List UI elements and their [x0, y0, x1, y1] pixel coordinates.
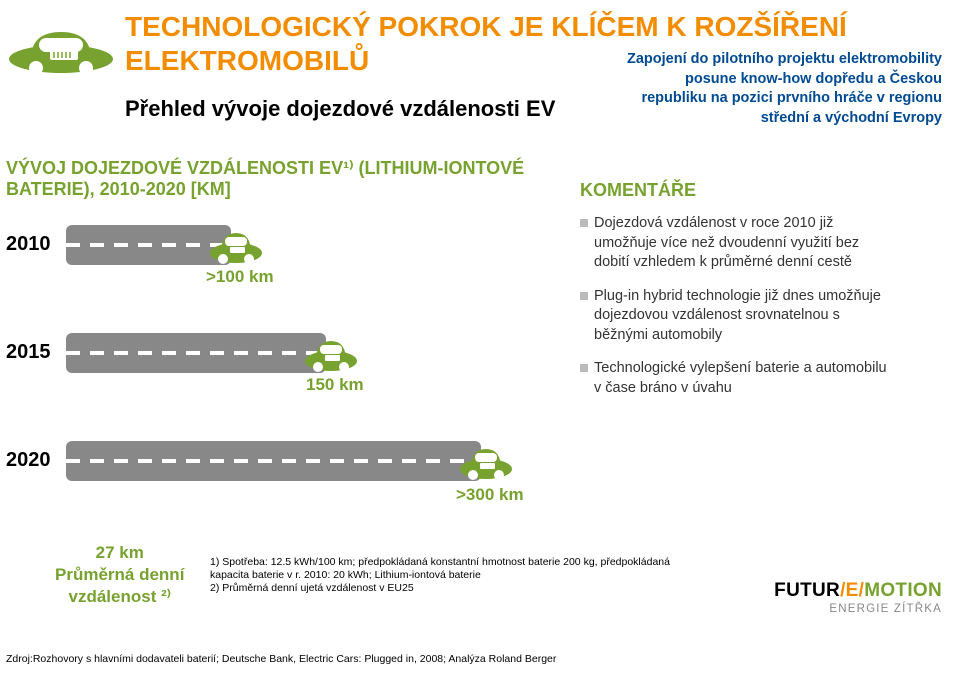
year-label: 2020: [6, 449, 51, 472]
road-bar: [66, 441, 481, 481]
road-bar: [66, 333, 326, 373]
brand-word: /E/: [840, 580, 864, 601]
section-header-line: VÝVOJ DOJEZDOVÉ VZDÁLENOSTI EV¹⁾ (LITHIU…: [6, 158, 524, 178]
range-chart: 2010 >100 km 2015 150 km: [6, 215, 546, 495]
year-label: 2010: [6, 233, 51, 256]
chart-row: 2010 >100 km: [6, 215, 546, 279]
ev-car-large-icon: [6, 14, 116, 81]
chart-row: 2015 150 km: [6, 323, 546, 387]
comments-list: Dojezdová vzdálenost v roce 2010 již umo…: [580, 214, 895, 413]
section-header-line: BATERIE), 2010-2020 [KM]: [6, 179, 231, 199]
footnotes: 1) Spotřeba: 12.5 kWh/100 km; předpoklád…: [210, 556, 710, 595]
ev-car-small-icon: [208, 219, 264, 270]
comment-item: Dojezdová vzdálenost v roce 2010 již umo…: [580, 214, 895, 273]
brand-word: FUTUR: [774, 580, 840, 601]
comment-item: Plug-in hybrid technologie již dnes umož…: [580, 287, 895, 346]
road-bar: [66, 225, 231, 265]
ev-car-small-icon: [458, 435, 514, 486]
km-label: >300 km: [456, 485, 524, 505]
ev-car-small-icon: [303, 327, 359, 378]
km-label: >100 km: [206, 267, 274, 287]
page-subtitle: Přehled vývoje dojezdové vzdálenosti EV: [125, 96, 555, 122]
avg-note-line: vzdálenost ²⁾: [69, 587, 171, 606]
avg-note-line: Průměrná denní: [55, 565, 184, 584]
section-header: VÝVOJ DOJEZDOVÉ VZDÁLENOSTI EV¹⁾ (LITHIU…: [6, 158, 524, 200]
chart-row: 2020 >300 km: [6, 431, 546, 495]
footnote-line: 2) Průměrná denní ujetá vzdálenost v EU2…: [210, 582, 710, 595]
top-right-note: Zapojení do pilotního projektu elektromo…: [627, 50, 942, 128]
footnote-line: 1) Spotřeba: 12.5 kWh/100 km; předpoklád…: [210, 556, 710, 582]
comment-item: Technologické vylepšení baterie a automo…: [580, 359, 895, 398]
brand-word: MOTION: [864, 580, 942, 601]
source-line: Zdroj:Rozhovory s hlavními dodavateli ba…: [6, 653, 556, 665]
brand-logo: FUTUR/E/MOTION ENERGIE ZÍTŘKA: [774, 580, 942, 615]
year-label: 2015: [6, 341, 51, 364]
km-label: 150 km: [306, 375, 364, 395]
avg-daily-note: 27 km Průměrná denní vzdálenost ²⁾: [55, 542, 184, 608]
avg-note-line: 27 km: [96, 543, 144, 562]
brand-sub: ENERGIE ZÍTŘKA: [774, 603, 942, 615]
comments-header: KOMENTÁŘE: [580, 180, 696, 201]
